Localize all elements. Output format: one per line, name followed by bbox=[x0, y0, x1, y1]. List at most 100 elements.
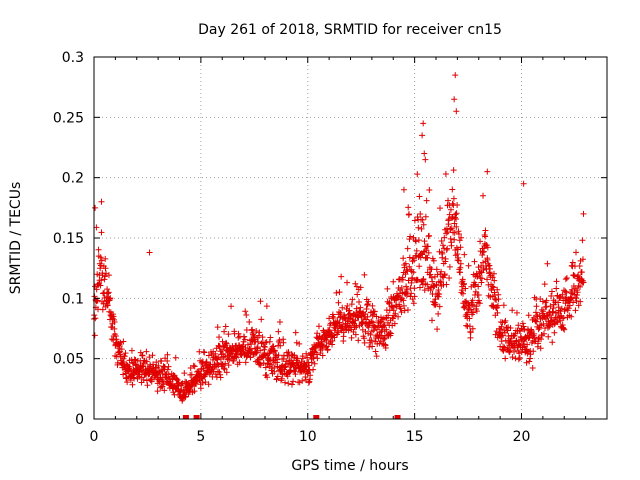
data-points bbox=[91, 72, 587, 419]
data-point bbox=[98, 198, 105, 205]
y-tick-label: 0 bbox=[75, 412, 84, 428]
data-point bbox=[501, 319, 508, 326]
data-point bbox=[475, 264, 482, 271]
data-point bbox=[367, 331, 374, 338]
data-point bbox=[436, 291, 443, 298]
data-point bbox=[475, 291, 482, 298]
data-point bbox=[476, 297, 483, 304]
data-point bbox=[405, 204, 412, 211]
data-point bbox=[509, 307, 516, 314]
data-point bbox=[288, 381, 295, 388]
data-point bbox=[253, 327, 260, 334]
data-point bbox=[414, 171, 421, 178]
data-point bbox=[264, 374, 271, 381]
data-point bbox=[390, 307, 397, 314]
data-point bbox=[335, 299, 342, 306]
data-point bbox=[531, 338, 538, 345]
data-point bbox=[266, 338, 273, 345]
data-point bbox=[548, 293, 555, 300]
data-point bbox=[520, 180, 527, 187]
y-tick-label: 0.05 bbox=[53, 352, 84, 368]
data-point bbox=[418, 225, 425, 232]
data-point bbox=[146, 249, 153, 256]
data-point bbox=[97, 262, 104, 269]
data-point bbox=[543, 303, 550, 310]
data-point bbox=[500, 302, 507, 309]
data-point bbox=[364, 313, 371, 320]
data-point bbox=[139, 352, 146, 359]
data-point bbox=[443, 246, 450, 253]
data-point bbox=[527, 355, 534, 362]
data-point bbox=[164, 351, 171, 358]
data-point bbox=[547, 318, 554, 325]
data-point bbox=[455, 228, 462, 235]
data-point bbox=[527, 351, 534, 358]
data-point bbox=[364, 302, 371, 309]
data-point bbox=[563, 274, 570, 281]
data-point bbox=[414, 276, 421, 283]
data-point bbox=[191, 363, 198, 370]
data-point bbox=[140, 376, 147, 383]
data-point bbox=[327, 320, 334, 327]
data-point bbox=[406, 236, 413, 243]
data-point bbox=[530, 314, 537, 321]
data-point bbox=[257, 347, 264, 354]
data-point bbox=[323, 343, 330, 350]
data-point bbox=[243, 312, 250, 319]
data-point bbox=[426, 187, 433, 194]
data-point bbox=[489, 274, 496, 281]
data-point bbox=[112, 333, 119, 340]
data-point bbox=[548, 288, 555, 295]
data-point bbox=[549, 339, 556, 346]
data-point bbox=[381, 336, 388, 343]
data-point bbox=[275, 328, 282, 335]
data-point bbox=[481, 231, 488, 238]
data-point bbox=[242, 344, 249, 351]
data-point bbox=[466, 315, 473, 322]
data-point bbox=[254, 344, 261, 351]
data-point bbox=[319, 345, 326, 352]
data-point bbox=[553, 285, 560, 292]
data-point bbox=[111, 325, 118, 332]
data-point bbox=[280, 339, 287, 346]
data-point bbox=[363, 306, 370, 313]
data-point bbox=[575, 272, 582, 279]
data-point bbox=[290, 378, 297, 385]
data-point bbox=[513, 309, 520, 316]
data-point bbox=[302, 373, 309, 380]
data-point bbox=[188, 371, 195, 378]
baseline-marker bbox=[193, 415, 200, 419]
data-point bbox=[420, 276, 427, 283]
data-point bbox=[486, 262, 493, 269]
data-point bbox=[424, 254, 431, 261]
data-point bbox=[544, 260, 551, 267]
data-point bbox=[477, 238, 484, 245]
data-point bbox=[276, 337, 283, 344]
baseline-marker bbox=[394, 415, 401, 419]
data-point bbox=[372, 348, 379, 355]
data-point bbox=[495, 296, 502, 303]
data-point bbox=[549, 308, 556, 315]
data-point bbox=[276, 318, 283, 325]
data-point bbox=[196, 370, 203, 377]
data-point bbox=[129, 381, 136, 388]
data-point bbox=[91, 332, 98, 339]
data-point bbox=[445, 216, 452, 223]
data-point bbox=[205, 352, 212, 359]
data-point bbox=[219, 338, 226, 345]
data-point bbox=[449, 186, 456, 193]
data-point bbox=[228, 303, 235, 310]
data-point bbox=[533, 318, 540, 325]
data-point bbox=[296, 340, 303, 347]
data-point bbox=[102, 255, 109, 262]
data-point bbox=[121, 353, 128, 360]
axis-ticks: 0 5 10 15 20 0 0.05 0.1 0.15 0.2 0.25 0.3 bbox=[53, 50, 607, 445]
data-point bbox=[261, 351, 268, 358]
data-point bbox=[333, 320, 340, 327]
data-point bbox=[311, 360, 318, 367]
data-point bbox=[216, 369, 223, 376]
data-point bbox=[267, 361, 274, 368]
data-point bbox=[389, 315, 396, 322]
data-point bbox=[349, 296, 356, 303]
